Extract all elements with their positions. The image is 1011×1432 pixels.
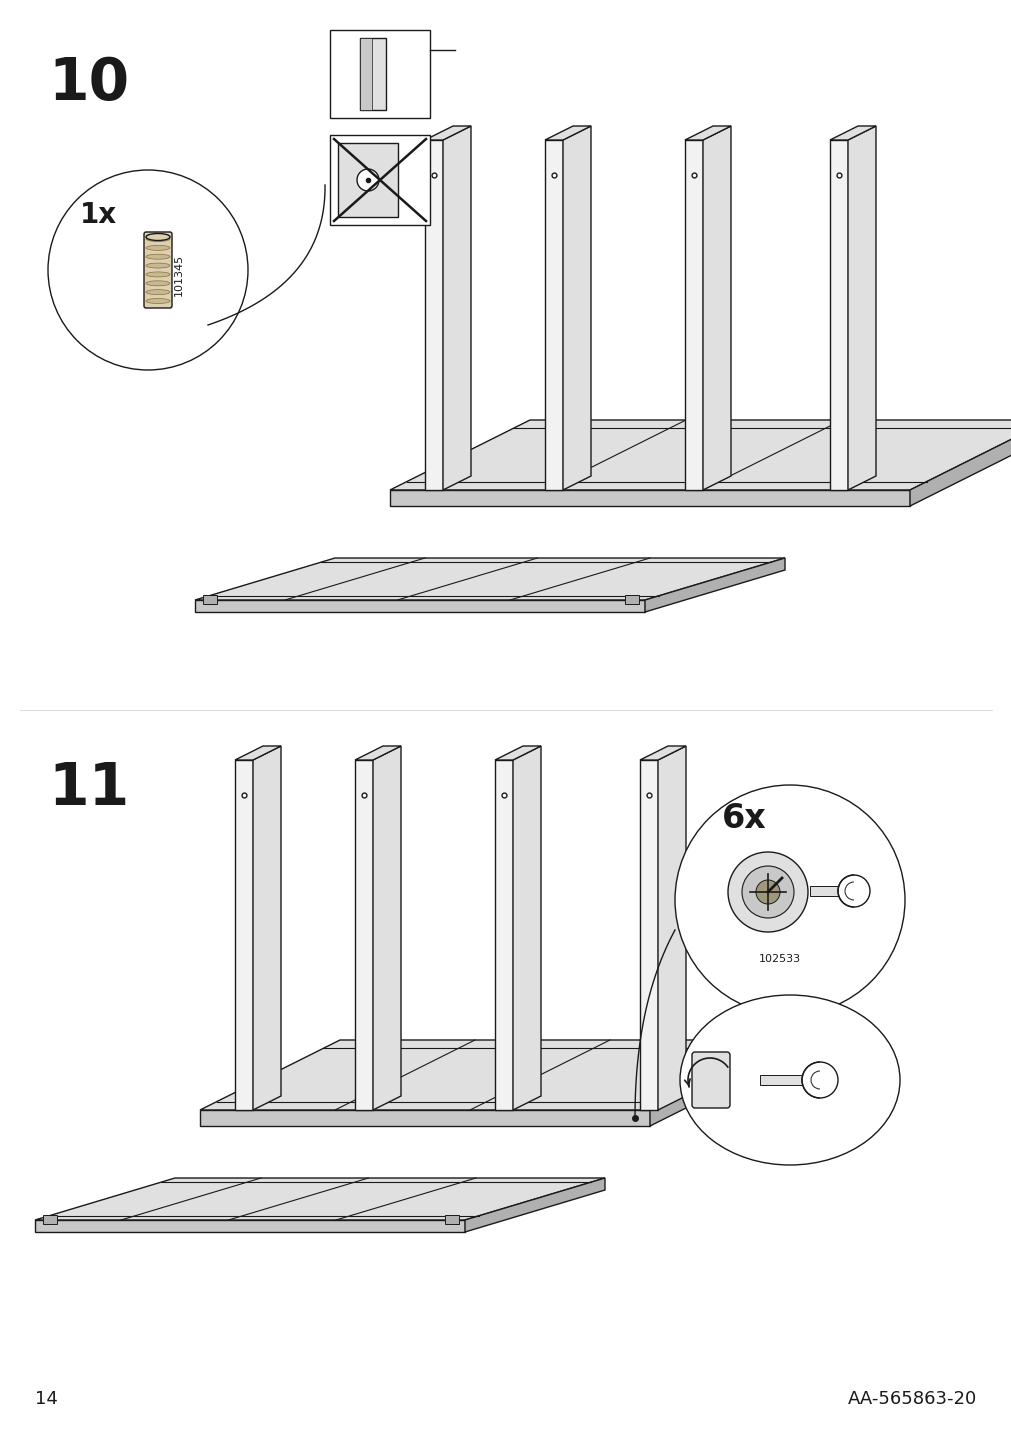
Bar bbox=[809, 886, 847, 896]
Polygon shape bbox=[909, 420, 1011, 505]
Polygon shape bbox=[443, 126, 470, 490]
Ellipse shape bbox=[146, 272, 170, 276]
Polygon shape bbox=[657, 746, 685, 1110]
Text: 10: 10 bbox=[48, 54, 129, 112]
Text: AA-565863-20: AA-565863-20 bbox=[847, 1390, 976, 1408]
Polygon shape bbox=[684, 126, 730, 140]
Polygon shape bbox=[639, 760, 657, 1110]
Polygon shape bbox=[847, 126, 876, 490]
Bar bbox=[360, 39, 385, 110]
Polygon shape bbox=[562, 126, 590, 490]
Text: 11: 11 bbox=[48, 760, 129, 818]
Circle shape bbox=[755, 881, 779, 904]
Circle shape bbox=[837, 875, 869, 906]
Polygon shape bbox=[235, 760, 253, 1110]
Polygon shape bbox=[494, 746, 541, 760]
Polygon shape bbox=[253, 746, 281, 1110]
Bar bbox=[330, 135, 430, 225]
Polygon shape bbox=[829, 140, 847, 490]
Bar bbox=[625, 596, 638, 604]
Polygon shape bbox=[649, 1040, 790, 1126]
Polygon shape bbox=[494, 760, 513, 1110]
Bar bbox=[759, 1075, 809, 1085]
Circle shape bbox=[357, 169, 379, 190]
Polygon shape bbox=[545, 140, 562, 490]
Text: 6x: 6x bbox=[721, 802, 766, 835]
Ellipse shape bbox=[146, 233, 170, 241]
Polygon shape bbox=[513, 746, 541, 1110]
Polygon shape bbox=[829, 126, 876, 140]
Ellipse shape bbox=[679, 995, 899, 1166]
Polygon shape bbox=[545, 126, 590, 140]
Bar bbox=[853, 874, 874, 908]
Polygon shape bbox=[200, 1040, 790, 1110]
Polygon shape bbox=[195, 600, 644, 611]
Circle shape bbox=[48, 170, 248, 369]
Polygon shape bbox=[35, 1220, 464, 1232]
Circle shape bbox=[810, 1071, 828, 1088]
Text: 102533: 102533 bbox=[758, 954, 801, 964]
Ellipse shape bbox=[146, 298, 170, 304]
Ellipse shape bbox=[146, 263, 170, 268]
Polygon shape bbox=[355, 746, 400, 760]
Bar bbox=[42, 1214, 57, 1224]
Bar bbox=[360, 39, 372, 110]
FancyBboxPatch shape bbox=[144, 232, 172, 308]
Circle shape bbox=[727, 852, 807, 932]
Circle shape bbox=[674, 785, 904, 1015]
Bar bbox=[330, 30, 430, 117]
Ellipse shape bbox=[146, 281, 170, 286]
Polygon shape bbox=[35, 1179, 605, 1220]
Polygon shape bbox=[200, 1110, 649, 1126]
Polygon shape bbox=[684, 140, 703, 490]
Ellipse shape bbox=[146, 289, 170, 295]
Polygon shape bbox=[235, 746, 281, 760]
Polygon shape bbox=[464, 1179, 605, 1232]
Polygon shape bbox=[639, 746, 685, 760]
Polygon shape bbox=[355, 760, 373, 1110]
Circle shape bbox=[844, 882, 862, 899]
Circle shape bbox=[801, 1063, 837, 1098]
Text: 101345: 101345 bbox=[174, 253, 184, 296]
Polygon shape bbox=[373, 746, 400, 1110]
Polygon shape bbox=[703, 126, 730, 490]
Text: 1x: 1x bbox=[80, 200, 117, 229]
Polygon shape bbox=[389, 420, 1011, 490]
Ellipse shape bbox=[146, 245, 170, 251]
Ellipse shape bbox=[146, 236, 170, 242]
Bar bbox=[203, 596, 216, 604]
Polygon shape bbox=[425, 126, 470, 140]
Bar bbox=[819, 1060, 839, 1100]
Text: 14: 14 bbox=[35, 1390, 58, 1408]
Polygon shape bbox=[644, 558, 785, 611]
FancyBboxPatch shape bbox=[692, 1053, 729, 1108]
Circle shape bbox=[741, 866, 794, 918]
Polygon shape bbox=[195, 558, 785, 600]
Bar bbox=[338, 143, 397, 218]
Ellipse shape bbox=[146, 255, 170, 259]
Polygon shape bbox=[389, 490, 909, 505]
Polygon shape bbox=[425, 140, 443, 490]
Bar bbox=[445, 1214, 459, 1224]
